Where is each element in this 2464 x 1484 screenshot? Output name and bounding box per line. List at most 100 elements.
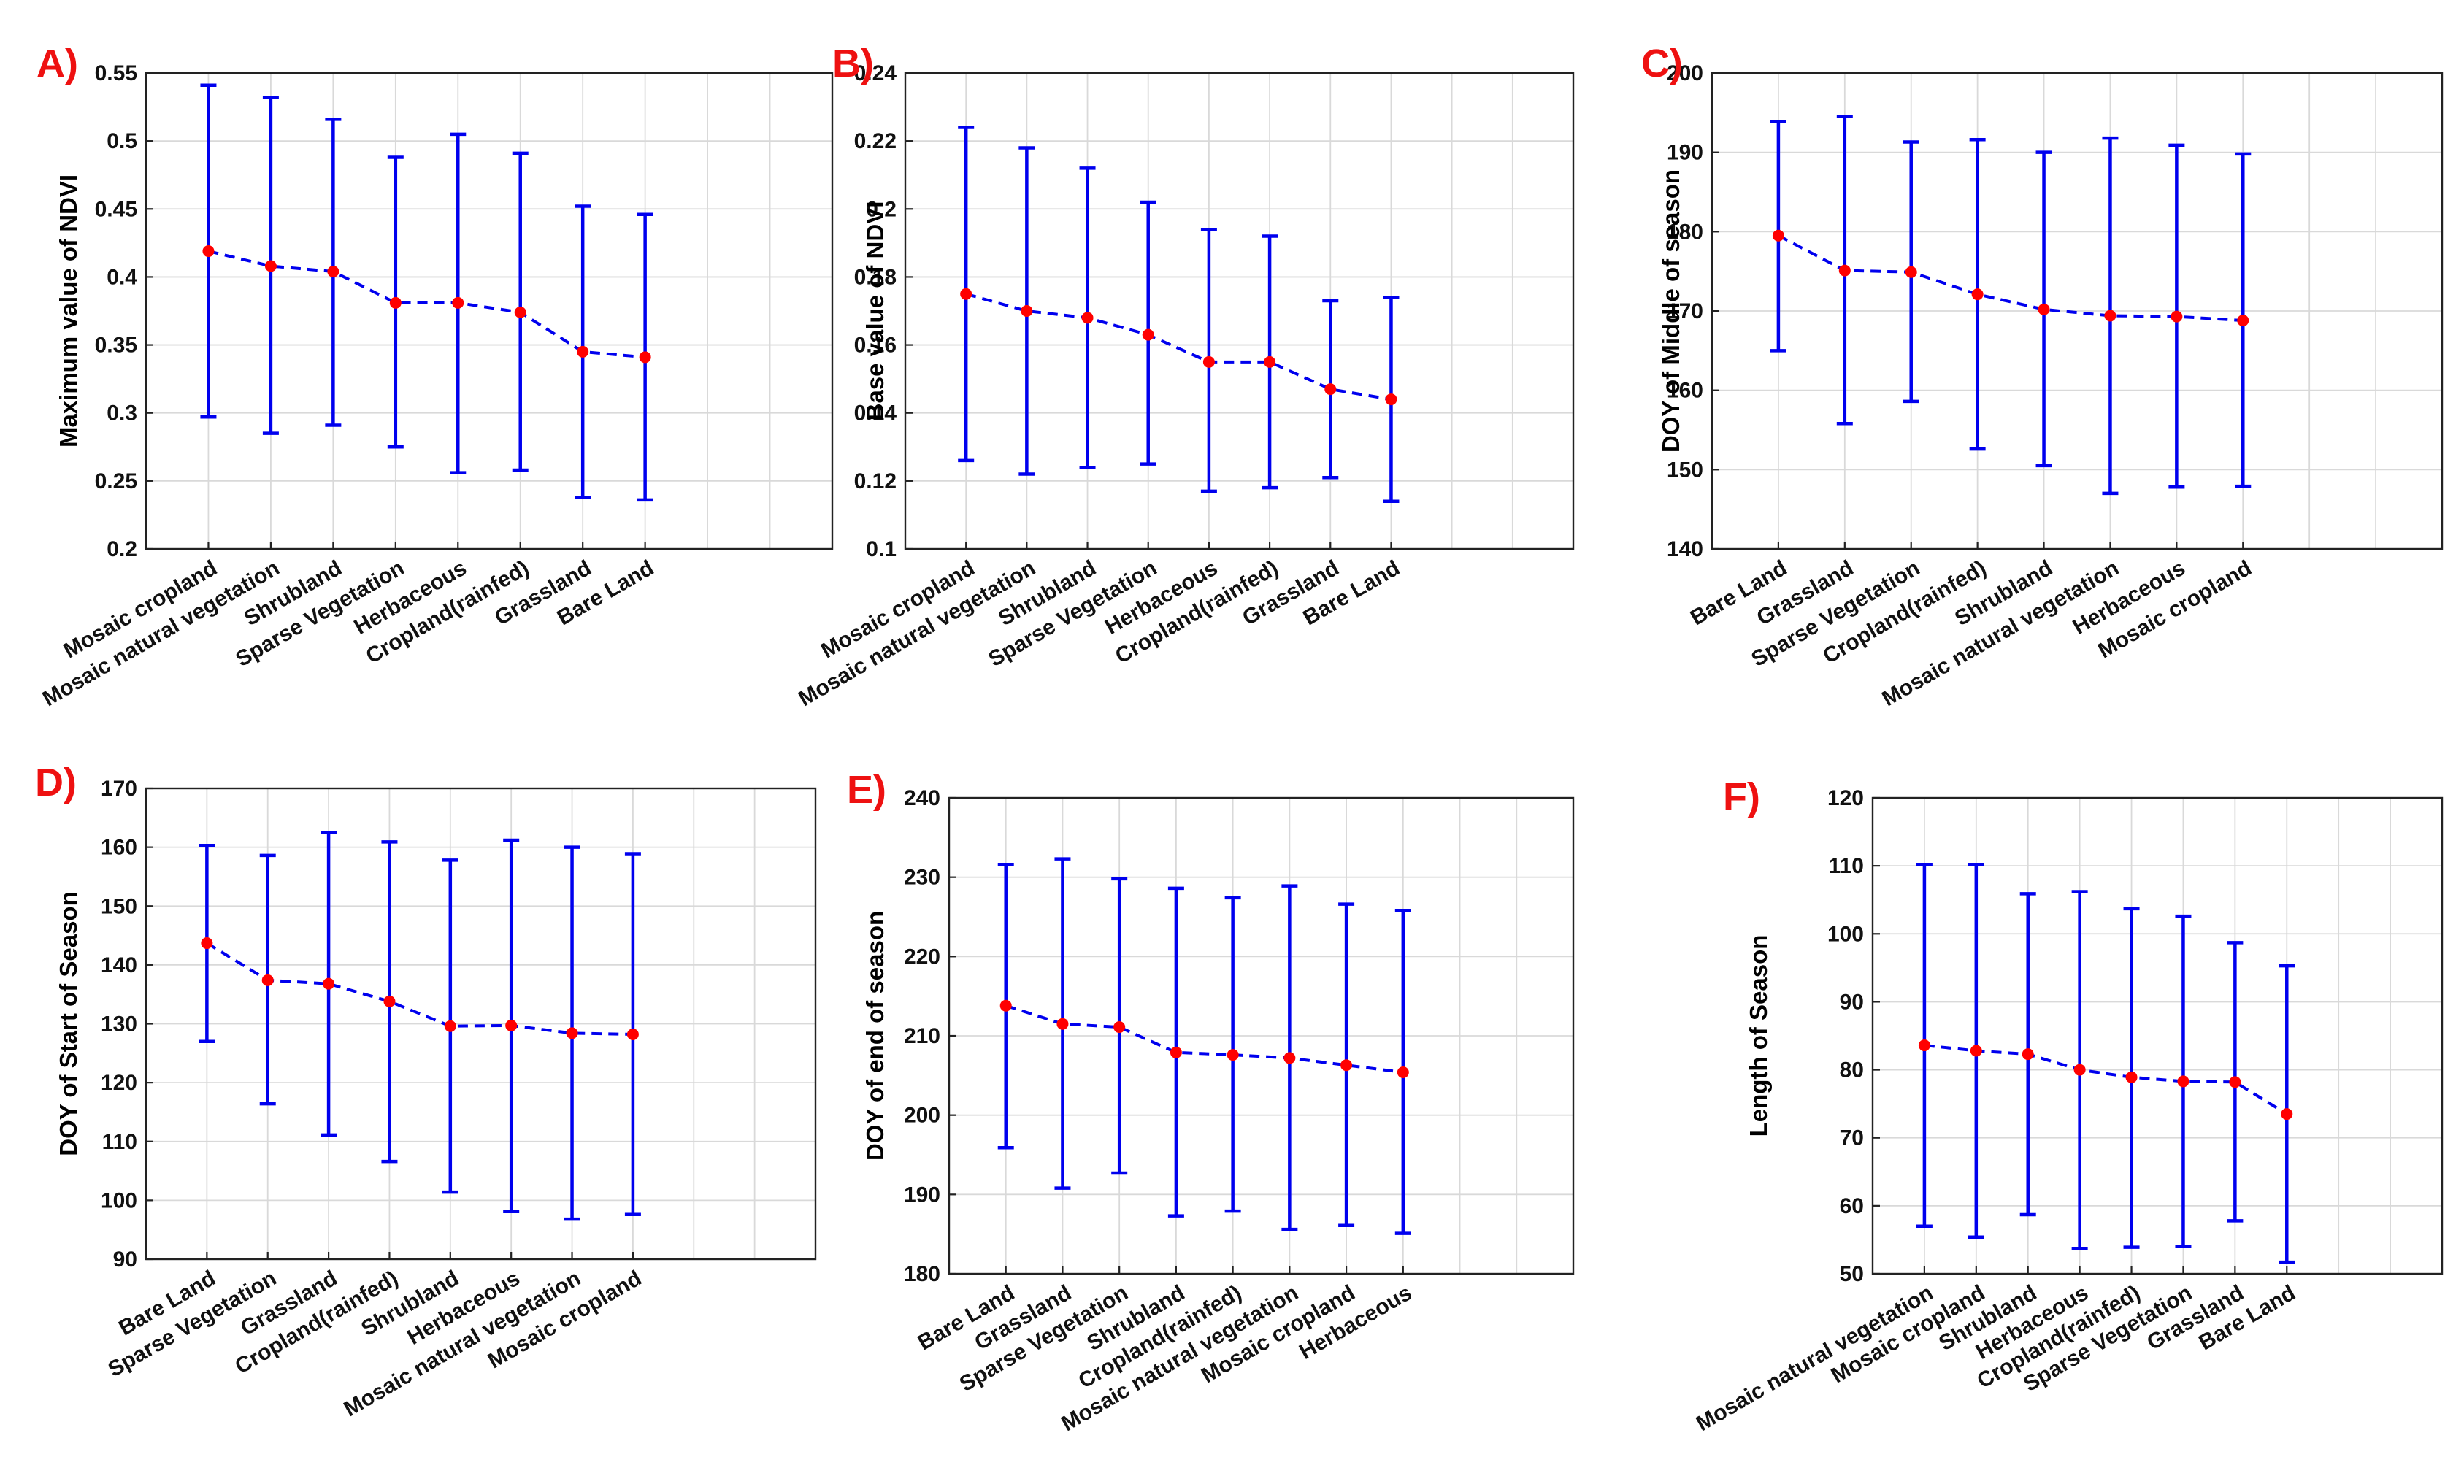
y-tick-label: 0.18 bbox=[854, 265, 897, 289]
mean-point bbox=[1142, 328, 1154, 341]
y-tick-label: 60 bbox=[1840, 1194, 1864, 1218]
mean-point bbox=[960, 288, 972, 300]
y-tick-label: 0.24 bbox=[854, 61, 897, 85]
plot-area-frame bbox=[904, 72, 1575, 550]
y-tick-label: 220 bbox=[904, 945, 940, 969]
y-tick-label: 170 bbox=[1667, 299, 1703, 323]
mean-point bbox=[2171, 310, 2183, 323]
mean-trend-line bbox=[206, 942, 633, 1037]
y-axis-title: DOY of end of season bbox=[861, 911, 889, 1161]
y-tick-label: 90 bbox=[113, 1247, 137, 1272]
mean-point bbox=[639, 351, 651, 364]
plot-area-frame bbox=[145, 72, 834, 550]
y-tick-label: 190 bbox=[904, 1183, 940, 1207]
y-tick-label: 140 bbox=[101, 953, 137, 977]
y-tick-label: 0.5 bbox=[107, 129, 137, 153]
mean-point bbox=[444, 1020, 456, 1032]
panel-letter: D) bbox=[35, 761, 77, 804]
y-tick-label: 0.2 bbox=[107, 537, 137, 561]
mean-point bbox=[1772, 229, 1784, 242]
y-tick-label: 100 bbox=[1827, 922, 1864, 946]
mean-point bbox=[261, 974, 274, 986]
y-axis-title: Maximum value of NDVI bbox=[55, 174, 82, 447]
mean-point bbox=[2281, 1108, 2293, 1120]
y-tick-label: 0.55 bbox=[95, 61, 137, 85]
mean-point bbox=[452, 296, 464, 309]
y-tick-label: 70 bbox=[1840, 1126, 1864, 1150]
mean-point bbox=[2229, 1076, 2241, 1088]
y-tick-label: 0.35 bbox=[95, 334, 137, 358]
y-tick-label: 170 bbox=[101, 777, 137, 801]
mean-point bbox=[1056, 1018, 1069, 1030]
y-tick-label: 150 bbox=[101, 894, 137, 918]
y-tick-label: 90 bbox=[1840, 990, 1864, 1014]
mean-point bbox=[2125, 1071, 2138, 1083]
chart-panel-6: 50 60 70 80 90 100 110 120 Mosaic natural vegeta… bbox=[1692, 775, 2444, 1436]
mean-point bbox=[1227, 1049, 1239, 1061]
mean-point bbox=[2038, 303, 2050, 315]
mean-point bbox=[327, 265, 339, 277]
mean-point bbox=[1283, 1052, 1296, 1064]
y-tick-label: 230 bbox=[904, 866, 940, 890]
mean-point bbox=[626, 1029, 639, 1041]
panel-letter: C) bbox=[1641, 42, 1683, 85]
mean-point bbox=[1324, 383, 1337, 396]
mean-point bbox=[1202, 355, 1215, 368]
mean-point bbox=[1081, 312, 1094, 324]
y-tick-label: 160 bbox=[1667, 379, 1703, 403]
y-axis-title: Length of Season bbox=[1745, 935, 1772, 1137]
mean-point bbox=[1918, 1039, 1930, 1052]
panel-letter: E) bbox=[847, 768, 886, 812]
y-tick-label: 130 bbox=[101, 1012, 137, 1037]
panel-letter: A) bbox=[37, 42, 78, 85]
y-tick-label: 180 bbox=[904, 1262, 940, 1286]
y-tick-label: 100 bbox=[101, 1188, 137, 1212]
y-tick-label: 160 bbox=[101, 836, 137, 860]
mean-point bbox=[201, 937, 213, 950]
y-tick-label: 110 bbox=[1829, 854, 1864, 878]
x-tick-label: Mosaic natural vegetation bbox=[1692, 1280, 1938, 1436]
y-tick-label: 0.3 bbox=[107, 401, 137, 426]
mean-point bbox=[1340, 1059, 1353, 1072]
mean-point bbox=[1971, 288, 1984, 301]
mean-point bbox=[505, 1019, 518, 1031]
mean-point bbox=[2104, 310, 2116, 322]
mean-point bbox=[1021, 305, 1033, 317]
y-tick-label: 180 bbox=[1667, 220, 1703, 244]
mean-trend-line bbox=[1777, 234, 2244, 323]
y-tick-label: 140 bbox=[1667, 537, 1703, 561]
mean-point bbox=[383, 995, 396, 1007]
y-tick-label: 0.12 bbox=[854, 469, 897, 493]
y-tick-label: 110 bbox=[102, 1130, 137, 1154]
mean-point bbox=[577, 345, 589, 358]
y-tick-label: 50 bbox=[1840, 1262, 1864, 1286]
y-axis-title: Base value of NDVI bbox=[861, 201, 889, 421]
y-tick-label: 0.25 bbox=[95, 469, 137, 493]
y-tick-label: 0.14 bbox=[854, 401, 897, 426]
mean-trend-line bbox=[965, 292, 1392, 401]
panel-letter: B) bbox=[832, 42, 874, 85]
y-tick-label: 240 bbox=[904, 786, 940, 810]
y-tick-label: 80 bbox=[1840, 1058, 1864, 1083]
y-tick-label: 0.22 bbox=[854, 129, 897, 153]
y-tick-label: 0.2 bbox=[866, 197, 897, 221]
y-tick-label: 120 bbox=[1827, 786, 1864, 810]
mean-point bbox=[1838, 264, 1851, 277]
mean-point bbox=[566, 1027, 578, 1039]
mean-point bbox=[2022, 1048, 2034, 1061]
y-tick-label: 200 bbox=[1667, 61, 1703, 85]
y-tick-label: 200 bbox=[904, 1104, 940, 1128]
y-tick-label: 210 bbox=[904, 1024, 940, 1048]
y-tick-label: 0.1 bbox=[866, 537, 897, 561]
y-tick-label: 0.16 bbox=[854, 334, 897, 358]
mean-point bbox=[264, 260, 277, 272]
mean-trend-line bbox=[1924, 1044, 2288, 1115]
y-tick-label: 0.45 bbox=[95, 197, 137, 221]
mean-trend-line bbox=[1005, 1004, 1404, 1074]
